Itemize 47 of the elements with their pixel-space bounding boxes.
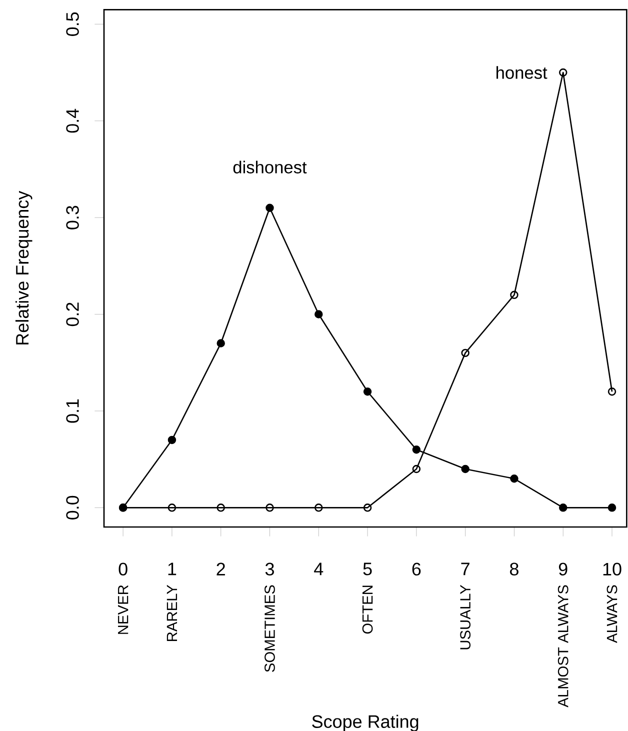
x2-tick-label: 8 [510,562,518,576]
point [266,504,274,512]
x2-tick-label: 10 [603,562,622,576]
x2-tick-label: 2 [216,562,225,576]
x2-tick-label: 7 [461,562,470,576]
x2-tick-label: 5 [363,562,372,576]
point [314,310,323,318]
point [608,388,616,396]
point [363,388,372,396]
y-tick-label: 0.0 [66,496,79,520]
point [216,339,225,348]
y-axis-title: Relative Frequency [15,190,32,344]
x2-tick-label: 1 [168,562,176,576]
point [412,446,421,454]
y-tick-label: 0.3 [66,206,79,230]
y-tick-label: 0.1 [66,399,79,423]
x-tick-label: SOMETIMES [264,585,275,672]
point [314,504,323,512]
point [412,464,421,474]
point [461,464,470,474]
x2-tick-label: 0 [118,562,128,576]
x-tick-label: NEVER [118,585,128,634]
point [266,204,274,212]
x-tick-label: USUALLY [460,584,471,650]
point [558,68,568,77]
text: dishonest [233,160,307,174]
x2-tick-label: 6 [412,562,421,576]
x2-tick-label: 4 [314,562,324,576]
x2-tick-label: 9 [558,562,568,576]
point [558,504,568,512]
point [510,474,518,483]
x-tick-label: RARELY [166,584,178,641]
x2-tick-label: 3 [265,562,274,576]
x-tick-label: ALWAYS [606,585,618,643]
point [461,348,470,358]
point [168,504,176,512]
series-label: honest [496,66,548,79]
point [608,504,616,512]
x-tick-label: OFTEN [362,586,373,634]
point [168,436,176,444]
x-tick-label: ALMOST ALWAYS [558,585,568,708]
y-tick-label: 0.4 [66,108,79,133]
y-tick-label: 0.2 [66,302,79,326]
point [216,504,225,512]
point [363,504,372,512]
point [510,290,518,300]
y-tick-label: 0.5 [66,12,79,36]
